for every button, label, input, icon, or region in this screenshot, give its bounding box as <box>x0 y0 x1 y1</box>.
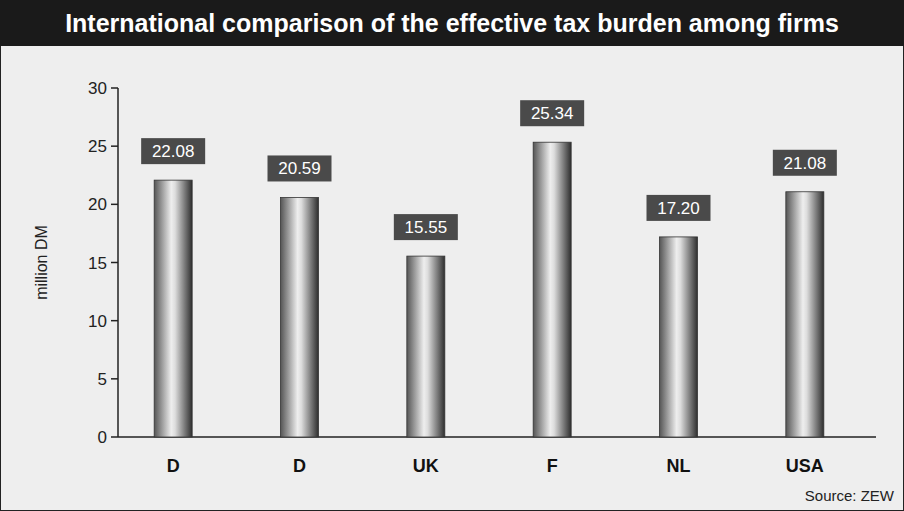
bar <box>533 142 571 437</box>
y-tick <box>111 262 118 264</box>
x-tick-label: USA <box>786 456 824 476</box>
bar <box>407 256 445 437</box>
x-tick-label: NL <box>667 456 691 476</box>
y-tick <box>111 320 118 322</box>
y-tick-label: 15 <box>88 254 107 273</box>
bar <box>660 237 698 437</box>
x-tick-label: F <box>547 456 558 476</box>
title: International comparison of the effectiv… <box>65 9 839 37</box>
data-label-box <box>520 100 584 126</box>
data-label: 15.55 <box>405 218 448 237</box>
y-tick <box>111 145 118 147</box>
source: Source: ZEW <box>805 487 895 504</box>
bar <box>281 197 319 437</box>
y-axis <box>117 88 119 437</box>
data-label-box <box>773 150 837 176</box>
y-tick <box>111 436 118 438</box>
data-label-box <box>647 195 711 221</box>
chart: International comparison of the effectiv… <box>0 0 904 511</box>
data-label: 25.34 <box>531 104 574 123</box>
bar <box>154 180 192 437</box>
y-tick-label: 25 <box>88 137 107 156</box>
x-axis <box>118 436 876 438</box>
data-label: 22.08 <box>152 142 195 161</box>
y-axis-label: million DM <box>33 225 50 300</box>
bar <box>786 192 824 437</box>
data-label: 17.20 <box>657 199 700 218</box>
y-tick-label: 0 <box>98 428 107 447</box>
data-label-box <box>268 155 332 181</box>
y-tick <box>111 87 118 89</box>
y-tick-label: 30 <box>88 79 107 98</box>
data-label: 21.08 <box>784 154 827 173</box>
x-tick-label: D <box>167 456 180 476</box>
data-label: 20.59 <box>278 159 321 178</box>
y-tick <box>111 204 118 206</box>
y-tick-label: 10 <box>88 312 107 331</box>
x-tick-label: UK <box>413 456 439 476</box>
y-tick-label: 20 <box>88 195 107 214</box>
y-tick-label: 5 <box>98 370 107 389</box>
y-tick <box>111 378 118 380</box>
background <box>0 0 904 511</box>
data-label-box <box>394 214 458 240</box>
title-bar <box>0 0 904 46</box>
x-tick-label: D <box>293 456 306 476</box>
frame <box>1 1 904 511</box>
data-label-box <box>141 138 205 164</box>
